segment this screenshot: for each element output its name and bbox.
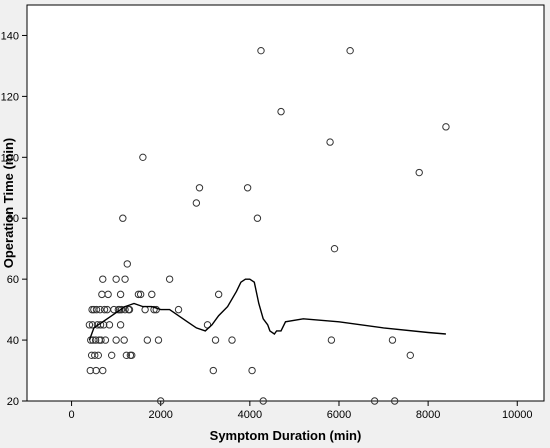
x-tick-label: 8000 (416, 409, 440, 421)
y-axis: 20 40 60 80 100 120 140 (1, 30, 27, 408)
data-point (154, 336, 163, 344)
data-point (388, 336, 397, 344)
data-point (92, 305, 101, 314)
data-point (119, 214, 127, 222)
data-point (253, 214, 262, 222)
x-tick-label: 4000 (238, 409, 262, 421)
data-point (157, 397, 165, 405)
data-point (100, 305, 109, 314)
data-point (327, 336, 336, 344)
data-point (117, 305, 126, 314)
y-tick-label: 60 (7, 274, 19, 286)
data-point (330, 244, 339, 253)
loess-fit-line (88, 278, 446, 341)
data-point (174, 305, 183, 314)
data-point (209, 366, 217, 375)
data-point (259, 397, 267, 405)
data-point (112, 336, 120, 344)
data-point (139, 153, 147, 162)
x-tick-label: 2000 (148, 409, 172, 421)
data-point (192, 199, 201, 207)
data-point (211, 336, 220, 344)
data-point (128, 351, 136, 360)
data-point (214, 290, 223, 299)
data-point (346, 46, 354, 55)
data-point (91, 351, 99, 360)
data-point (99, 275, 107, 283)
y-tick-label: 20 (7, 396, 19, 408)
x-axis: 0 2000 4000 6000 8000 10000 (69, 401, 533, 421)
data-point (257, 46, 265, 55)
data-point (136, 290, 145, 299)
x-tick-label: 0 (69, 409, 75, 421)
data-point (406, 351, 414, 360)
plot-area (26, 4, 545, 402)
data-point (195, 184, 204, 192)
data-point (94, 351, 103, 360)
data-point (442, 123, 450, 131)
data-point (116, 290, 125, 299)
x-axis-title: Symptom Duration (min) (210, 428, 362, 443)
data-point (105, 321, 114, 329)
data-point (104, 290, 112, 299)
y-axis-title: Operation Time (min) (1, 138, 16, 269)
y-tick-label: 40 (7, 335, 19, 347)
data-point (122, 351, 131, 360)
data-point (390, 397, 399, 405)
data-point (97, 336, 105, 344)
data-point (123, 260, 131, 268)
data-point (110, 305, 118, 314)
data-point (370, 397, 379, 405)
data-point (415, 168, 423, 177)
data-point (120, 336, 128, 344)
data-point (165, 275, 174, 283)
x-tick-label: 6000 (327, 409, 351, 421)
data-marks (85, 46, 450, 405)
data-point (277, 107, 285, 116)
data-point (125, 305, 134, 314)
y-tick-label: 80 (7, 213, 19, 225)
data-point (101, 336, 110, 344)
data-point (96, 305, 104, 314)
data-point (150, 305, 158, 314)
y-tick-label: 120 (1, 91, 19, 103)
data-point (107, 351, 116, 360)
x-tick-label: 10000 (502, 409, 533, 421)
data-point (116, 321, 125, 329)
data-point (121, 275, 129, 283)
data-point (85, 321, 94, 329)
data-point (112, 275, 120, 283)
data-point (243, 184, 252, 192)
y-tick-label: 140 (1, 30, 19, 42)
data-point (134, 290, 143, 299)
data-point (88, 321, 97, 329)
data-point (326, 138, 334, 146)
data-point (148, 290, 156, 299)
y-tick-label: 100 (1, 152, 19, 164)
data-point (228, 336, 236, 344)
data-point (143, 336, 152, 344)
data-point (99, 366, 107, 375)
data-point (86, 366, 94, 375)
data-point (91, 336, 100, 344)
data-point (248, 366, 256, 375)
